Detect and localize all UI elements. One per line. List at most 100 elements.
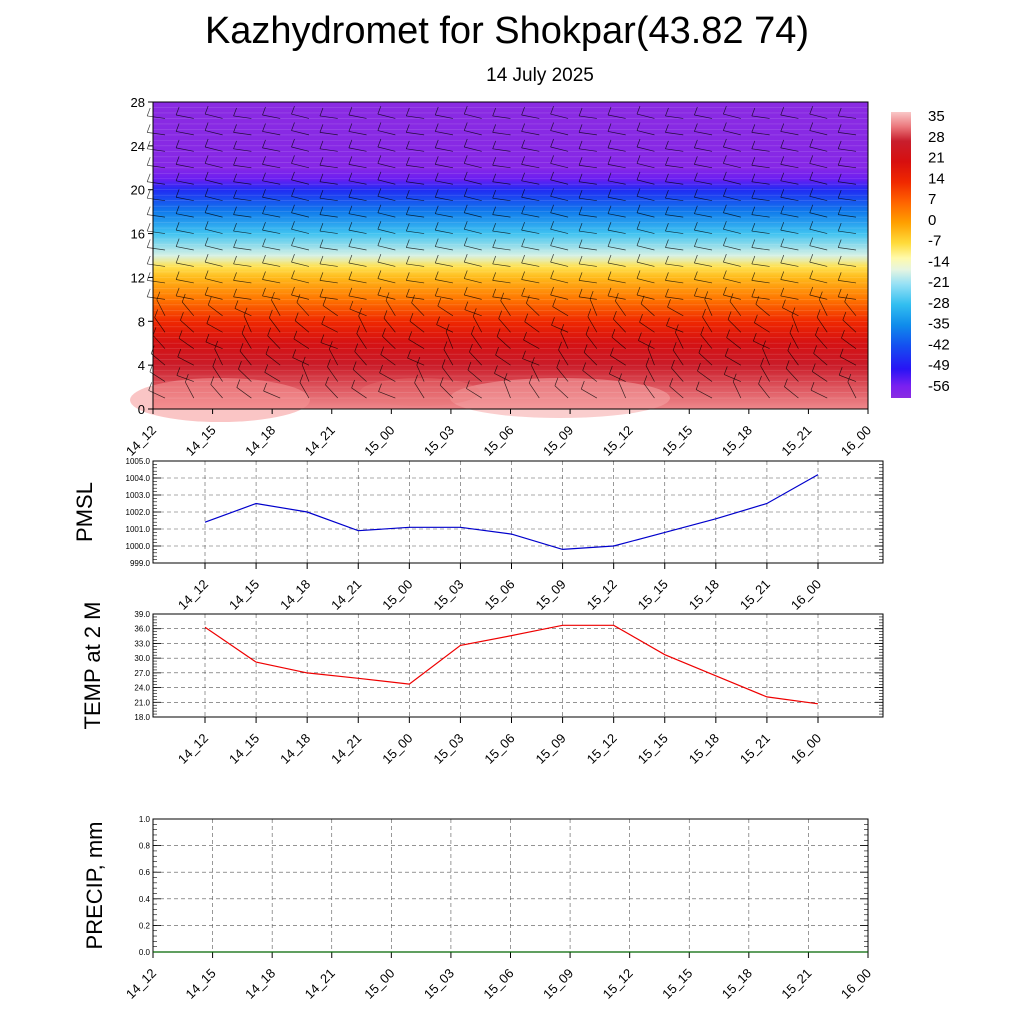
wind-barb xyxy=(643,383,655,399)
wind-barb xyxy=(319,115,338,119)
x-tick-label: 15_03 xyxy=(421,966,457,1002)
wind-barb xyxy=(780,229,799,234)
wind-barb xyxy=(327,366,339,382)
wind-barb-flag xyxy=(810,382,815,391)
wind-barb-flag xyxy=(463,188,468,197)
wind-barb-flag xyxy=(463,237,468,246)
wind-barb-flag xyxy=(723,171,727,181)
wind-barb xyxy=(780,196,799,202)
wind-barb xyxy=(647,348,655,366)
wind-barb xyxy=(760,365,770,382)
wind-barb-flag xyxy=(148,382,153,391)
chart-title: Kazhydromet for Shokpar(43.82 74) xyxy=(204,10,810,52)
wind-barb-flag xyxy=(583,344,588,353)
wind-barb xyxy=(784,386,799,399)
wind-barb xyxy=(838,164,857,169)
wind-barb xyxy=(550,130,569,136)
y-tick-label: 999.0 xyxy=(130,559,151,568)
wind-barb-flag xyxy=(760,357,764,367)
colorbar-label: -7 xyxy=(928,233,941,250)
colorbar-label: 28 xyxy=(928,129,945,146)
wind-barb-flag xyxy=(780,254,785,264)
wind-barb xyxy=(176,262,194,267)
wind-barb-flag xyxy=(618,373,622,382)
wind-barb xyxy=(813,353,828,366)
wind-barb-flag xyxy=(607,205,612,214)
wind-barb-flag xyxy=(204,221,209,230)
wind-barb xyxy=(233,164,252,169)
wind-barb-flag xyxy=(809,188,814,197)
wind-barb-flag xyxy=(269,309,273,318)
wind-barb xyxy=(319,214,338,218)
wind-barb xyxy=(264,372,281,382)
wind-barb-flag xyxy=(837,124,842,133)
wind-barb-flag xyxy=(176,367,181,376)
wind-barb xyxy=(233,247,252,251)
wind-barb-flag xyxy=(319,206,324,215)
wind-barb-flag xyxy=(436,316,440,325)
wind-barb-flag xyxy=(351,379,355,389)
wind-barb xyxy=(550,245,569,251)
y-tick-label: 0.0 xyxy=(139,948,151,957)
wind-barb xyxy=(694,229,713,234)
wind-barb-flag xyxy=(521,189,525,198)
surface-warm-area-1 xyxy=(450,378,670,418)
wind-barb xyxy=(550,113,569,119)
wind-barb xyxy=(751,296,770,300)
wind-barb xyxy=(205,113,223,119)
wind-barb xyxy=(319,181,338,185)
wind-barb-flag xyxy=(665,190,669,199)
wind-barb xyxy=(348,295,367,300)
x-tick-label: 15_09 xyxy=(533,731,569,767)
wind-barb-flag xyxy=(665,107,669,117)
wind-barb xyxy=(636,228,655,234)
x-tick-label: 14_18 xyxy=(277,731,313,767)
wind-barb xyxy=(607,114,626,119)
wind-barb xyxy=(694,295,713,300)
wind-barb xyxy=(377,163,396,169)
wind-barb xyxy=(579,181,597,185)
wind-barb-flag xyxy=(837,206,842,215)
colorbar-label: 21 xyxy=(928,150,945,167)
y-tick-label: 1002.0 xyxy=(126,508,151,517)
wind-barb-flag xyxy=(348,238,353,247)
y-tick-label: 1003.0 xyxy=(126,491,151,500)
wind-barb-flag xyxy=(492,288,497,297)
heatmap-y-tick-label: 4 xyxy=(138,358,145,373)
wind-barb-flag xyxy=(669,378,673,387)
wind-barb-flag xyxy=(464,301,469,310)
wind-barb-flag xyxy=(492,239,497,248)
wind-barb xyxy=(435,131,453,136)
wind-barb xyxy=(550,179,569,185)
heatmap-x-tick-label: 15_06 xyxy=(480,423,516,459)
colorbar-label: -21 xyxy=(928,274,950,291)
colorbar-label: -14 xyxy=(928,253,950,270)
wind-barb xyxy=(809,113,828,119)
wind-barb-flag xyxy=(578,157,583,166)
colorbar-label: 14 xyxy=(928,170,945,187)
wind-barb-flag xyxy=(207,296,212,306)
colorbar-label: 35 xyxy=(928,108,945,125)
wind-barb xyxy=(378,391,396,399)
wind-barb xyxy=(348,229,367,234)
wind-barb-flag xyxy=(780,271,785,280)
heatmap-y-tick-label: 8 xyxy=(138,314,145,329)
wind-barb xyxy=(498,318,511,333)
wind-barb xyxy=(723,195,741,202)
wind-barb-flag xyxy=(236,379,241,388)
wind-barb-flag xyxy=(405,124,410,133)
wind-barb xyxy=(636,294,655,300)
wind-barb-flag xyxy=(809,286,814,296)
wind-barb xyxy=(725,355,742,366)
wind-barb xyxy=(243,315,252,333)
wind-barb xyxy=(727,319,742,333)
wind-barb xyxy=(560,332,569,349)
wind-barb-flag xyxy=(377,204,382,213)
wind-barb-flag xyxy=(578,288,583,297)
wind-barb-flag xyxy=(463,155,468,164)
wind-barb-flag xyxy=(175,287,180,297)
wind-barb xyxy=(214,348,223,366)
y-tick-label: 1.0 xyxy=(139,815,151,824)
wind-barb xyxy=(694,262,713,267)
heatmap-x-tick-label: 14_21 xyxy=(302,423,338,459)
